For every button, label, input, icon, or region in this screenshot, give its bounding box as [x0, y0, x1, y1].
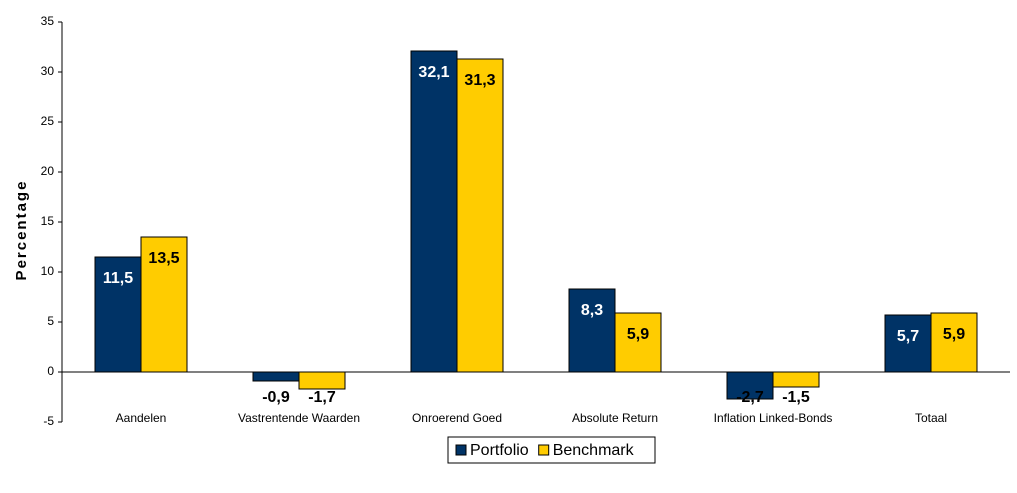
y-tick-label: 20 — [41, 164, 55, 178]
value-label: -1,5 — [782, 389, 810, 406]
legend-swatch — [538, 444, 550, 456]
y-tick-label: 5 — [47, 314, 54, 328]
value-label: 32,1 — [418, 64, 449, 81]
y-tick-label: -5 — [43, 414, 54, 428]
x-tick-label: Absolute Return — [572, 411, 658, 425]
x-tick-label: Aandelen — [116, 411, 167, 425]
bar — [772, 371, 820, 388]
x-tick-label: Totaal — [915, 411, 947, 425]
y-tick-label: 25 — [41, 114, 55, 128]
bar — [94, 256, 142, 373]
value-label: 31,3 — [464, 72, 495, 89]
y-tick-label: 10 — [41, 264, 55, 278]
value-label: 5,9 — [943, 326, 965, 343]
x-tick-label: Vastrentende Waarden — [238, 411, 360, 425]
legend-box — [447, 436, 656, 464]
value-label: 11,5 — [103, 270, 133, 287]
legend-swatch — [455, 444, 467, 456]
x-tick-label: Inflation Linked-Bonds — [714, 411, 833, 425]
value-label: 13,5 — [148, 250, 179, 267]
bar — [410, 50, 458, 373]
value-label: -0,9 — [262, 389, 290, 406]
y-tick-label: 15 — [41, 214, 55, 228]
value-label: -1,7 — [308, 389, 336, 406]
value-label: 8,3 — [581, 302, 603, 319]
bar — [140, 236, 188, 373]
legend-label: Portfolio — [470, 442, 529, 459]
legend-label: Benchmark — [553, 442, 635, 459]
y-tick-label: 35 — [41, 14, 55, 28]
bar — [252, 371, 300, 382]
bar — [930, 312, 978, 373]
value-label: -2,7 — [736, 389, 764, 406]
bar — [884, 314, 932, 373]
value-label: 5,9 — [627, 326, 649, 343]
bar — [726, 371, 774, 400]
y-tick-label: 0 — [47, 364, 54, 378]
y-axis-title: Percentage — [13, 180, 30, 281]
y-tick-label: 30 — [41, 64, 55, 78]
x-tick-label: Onroerend Goed — [412, 411, 502, 425]
value-label: 5,7 — [897, 328, 919, 345]
bar — [614, 312, 662, 373]
bar — [298, 371, 346, 390]
bar — [456, 58, 504, 373]
